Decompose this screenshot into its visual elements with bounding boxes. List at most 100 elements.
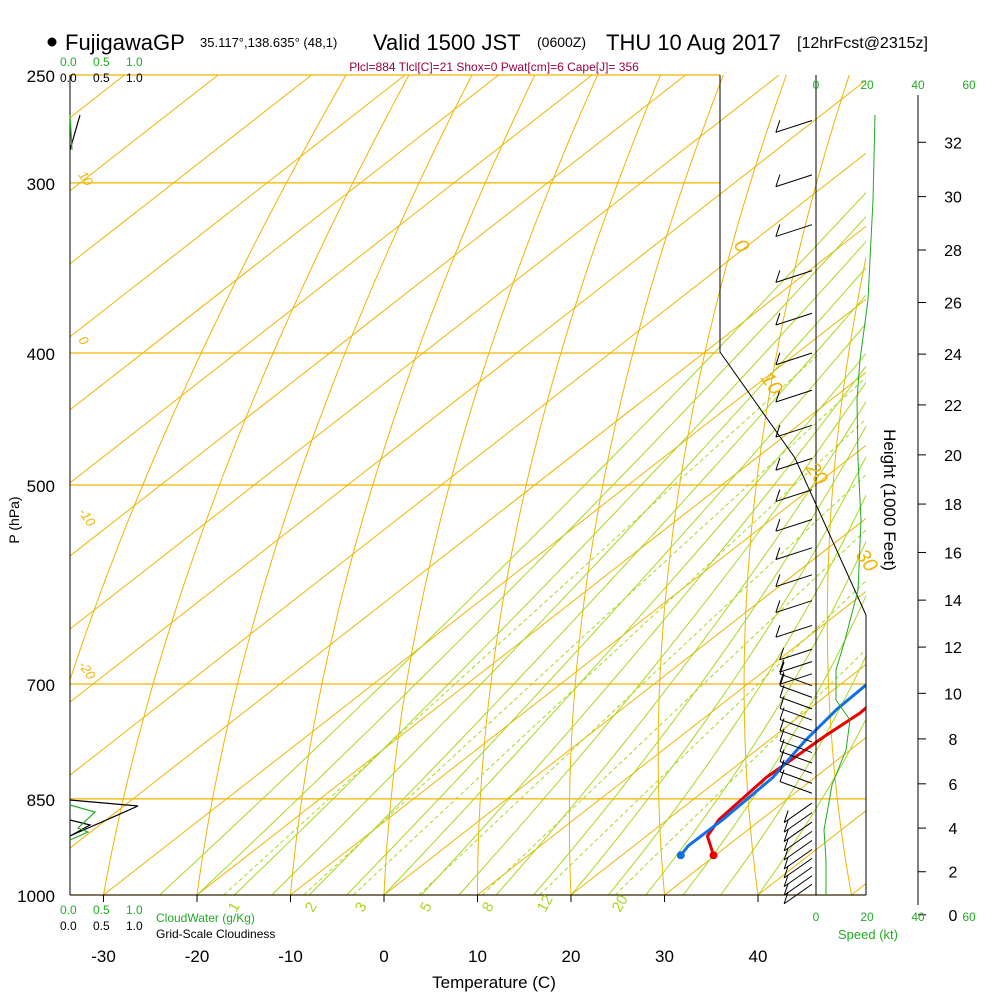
dry-adiabat-label: 0 bbox=[729, 235, 753, 257]
speed-tick-label: 0 bbox=[813, 78, 820, 92]
isotherm-line bbox=[70, 75, 312, 265]
wind-barb bbox=[779, 647, 813, 661]
station-coords: 35.117°,138.635° (48,1) bbox=[200, 35, 337, 50]
height-tick-label: 0 bbox=[949, 908, 958, 925]
wind-barb bbox=[779, 739, 813, 764]
temperature-tick-label: 10 bbox=[468, 947, 487, 966]
wind-barb bbox=[779, 759, 813, 784]
dry-adiabat-line bbox=[383, 75, 599, 895]
height-tick-label: 6 bbox=[949, 777, 958, 794]
dry-adiabat-line bbox=[743, 75, 850, 895]
wind-barb bbox=[775, 174, 813, 188]
dry-adiabat-line bbox=[196, 75, 473, 895]
grid-cloudiness-label: Grid-Scale Cloudiness bbox=[156, 927, 275, 941]
cloud-water-profile bbox=[69, 799, 139, 837]
wind-barb bbox=[775, 389, 813, 403]
moist-adiabat-line bbox=[421, 365, 866, 895]
wind-barb bbox=[779, 661, 813, 687]
cloud-scale-bottom-label: 0.5 bbox=[93, 919, 110, 933]
wind-barb bbox=[783, 875, 813, 896]
dewpoint-surface-point bbox=[676, 851, 685, 860]
moist-adiabat-line bbox=[196, 215, 866, 895]
height-tick-label: 10 bbox=[944, 686, 962, 703]
moist-adiabat-line bbox=[570, 455, 866, 895]
height-tick-label: 8 bbox=[949, 732, 958, 749]
temperature-tick-label: 0 bbox=[379, 947, 388, 966]
dry-adiabat-line bbox=[103, 75, 410, 895]
wind-barb bbox=[779, 718, 813, 743]
temperature-surface-point bbox=[709, 851, 718, 860]
isotherm-line bbox=[477, 590, 866, 895]
wind-barb bbox=[775, 312, 813, 326]
wind-barbs bbox=[775, 120, 813, 905]
cloud-scale-bottom-label: 1.0 bbox=[126, 903, 143, 917]
mixing-ratio-line bbox=[539, 580, 866, 895]
wind-barb bbox=[779, 769, 813, 794]
wind-barb bbox=[783, 830, 813, 852]
wind-barb bbox=[775, 224, 813, 237]
temperature-profile bbox=[705, 705, 866, 856]
pressure-tick-label: 700 bbox=[27, 676, 55, 695]
wind-barb bbox=[775, 120, 813, 133]
wind-barb bbox=[775, 600, 813, 613]
speed-tick-label: 20 bbox=[860, 78, 874, 92]
moist-adiabat-line bbox=[682, 594, 866, 895]
height-tick-label: 14 bbox=[944, 593, 962, 610]
height-tick-label: 24 bbox=[944, 347, 962, 364]
pressure-tick-label: 300 bbox=[27, 175, 55, 194]
height-tick-label: 26 bbox=[944, 296, 962, 313]
height-tick-label: 22 bbox=[944, 398, 962, 415]
dry-adiabat-label: 20 bbox=[800, 457, 831, 489]
pressure-tick-label: 850 bbox=[27, 791, 55, 810]
stability-indices: Plcl=884 Tlcl[C]=21 Shox=0 Pwat[cm]=6 Ca… bbox=[349, 60, 639, 74]
wind-barb bbox=[775, 352, 813, 366]
wind-barb bbox=[775, 574, 813, 588]
mixing-ratio-label: 3 bbox=[352, 899, 371, 915]
pressure-tick-label: 400 bbox=[27, 345, 55, 364]
chart-grid bbox=[70, 75, 866, 895]
wind-barb bbox=[775, 424, 813, 438]
moist-adiabat-line bbox=[308, 294, 866, 895]
temperature-tick-label: 20 bbox=[562, 947, 581, 966]
wind-barb bbox=[783, 802, 813, 823]
height-tick-label: 20 bbox=[944, 448, 962, 465]
wind-barb bbox=[779, 749, 813, 774]
wind-barb bbox=[775, 489, 813, 502]
mixing-ratio-label: 2 bbox=[302, 899, 321, 915]
station-marker-icon bbox=[47, 37, 57, 47]
dry-adiabat-label: -20 bbox=[76, 658, 100, 683]
mixing-ratio-line bbox=[418, 474, 866, 895]
mixing-ratio-line bbox=[481, 529, 866, 895]
wind-barb bbox=[779, 728, 813, 754]
mixing-ratio-label: 12 bbox=[534, 892, 557, 915]
moist-adiabat-line bbox=[271, 267, 866, 895]
valid-date: THU 10 Aug 2017 bbox=[606, 30, 781, 55]
dry-adiabat-label: 0 bbox=[76, 333, 93, 348]
height-tick-label: 2 bbox=[949, 865, 958, 882]
isotherm-line bbox=[383, 517, 866, 895]
wind-barb bbox=[779, 672, 813, 685]
moist-adiabat-line bbox=[645, 540, 866, 895]
cloud-scale-bottom-label: 0.5 bbox=[93, 903, 110, 917]
dry-adiabat-label: 10 bbox=[756, 368, 787, 399]
wind-barb bbox=[779, 707, 813, 732]
wind-barb bbox=[783, 849, 813, 870]
temperature-tick-label: -20 bbox=[185, 947, 210, 966]
speed-tick-label: 60 bbox=[962, 78, 976, 92]
station-name: FujigawaGP bbox=[65, 30, 185, 55]
wind-barb bbox=[775, 270, 813, 283]
height-axis-title: Height (1000 Feet) bbox=[880, 429, 899, 571]
wind-barb bbox=[783, 821, 813, 842]
moist-adiabat-line bbox=[533, 425, 866, 895]
pressure-tick-label: 1000 bbox=[17, 887, 55, 906]
moist-adiabat-line bbox=[383, 352, 866, 895]
cloud-scale-top-label: 1.0 bbox=[126, 55, 143, 69]
moist-adiabat-line bbox=[608, 494, 866, 895]
speed-tick-label: 40 bbox=[911, 910, 925, 924]
wind-barb bbox=[775, 518, 813, 532]
wind-barb bbox=[783, 840, 813, 861]
pressure-axis-title: P (hPa) bbox=[6, 496, 22, 543]
moist-adiabat-line bbox=[159, 191, 866, 895]
plot-frame bbox=[69, 75, 867, 896]
